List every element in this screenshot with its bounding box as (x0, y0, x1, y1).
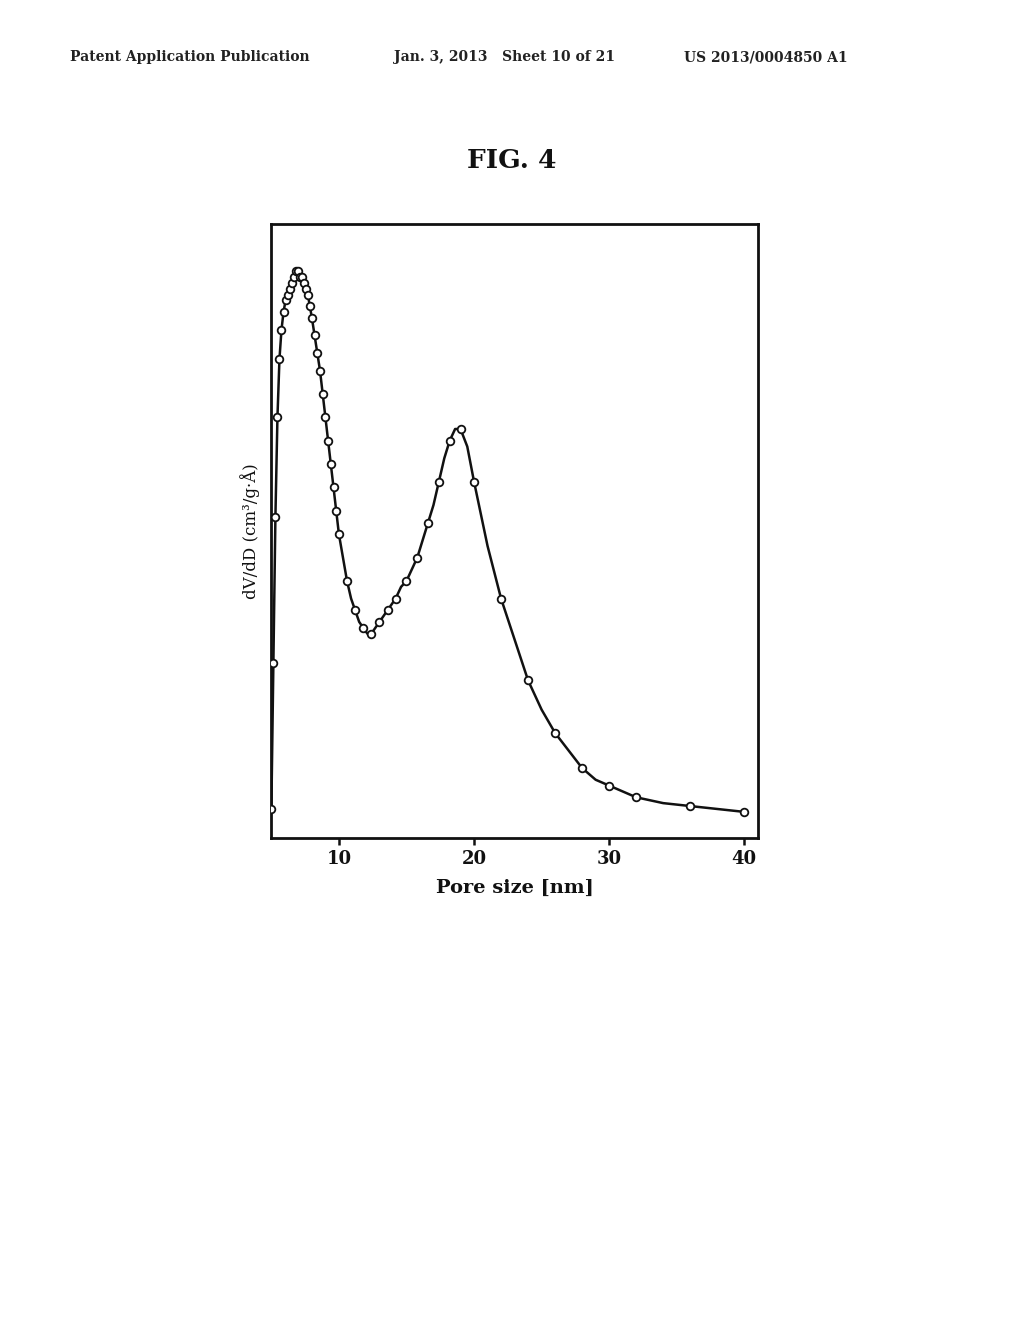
X-axis label: Pore size [nm]: Pore size [nm] (435, 879, 594, 898)
Text: Patent Application Publication: Patent Application Publication (70, 50, 309, 65)
Text: US 2013/0004850 A1: US 2013/0004850 A1 (684, 50, 848, 65)
Text: Jan. 3, 2013   Sheet 10 of 21: Jan. 3, 2013 Sheet 10 of 21 (394, 50, 615, 65)
Y-axis label: dV/dD (cm³/g·Å): dV/dD (cm³/g·Å) (241, 463, 260, 599)
Text: FIG. 4: FIG. 4 (467, 148, 557, 173)
